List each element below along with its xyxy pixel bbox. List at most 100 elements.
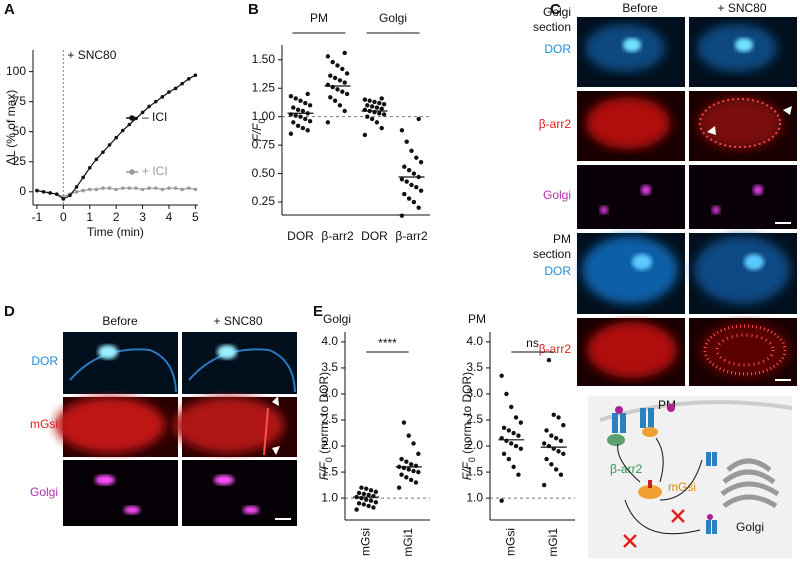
y-axis-label-sub: 0 <box>324 457 334 462</box>
y-tick-label: 0.50 <box>252 166 276 180</box>
data-point <box>509 404 514 410</box>
data-point <box>288 94 294 99</box>
y-axis-label-part: (norm. to DOR) <box>460 372 474 457</box>
y-tick-label: 2.5 <box>321 412 338 426</box>
column-header: + SNC80 <box>717 1 766 15</box>
x-tick-label: mGsi <box>358 528 372 556</box>
y-axis-label-part: F/F <box>250 123 264 142</box>
data-point <box>344 91 350 97</box>
x-tick-label: 0 <box>60 210 67 224</box>
y-axis-label-sub: 0 <box>467 457 477 462</box>
legend-swatch <box>129 169 135 175</box>
data-point <box>94 157 99 162</box>
data-point <box>303 100 308 106</box>
data-point <box>127 122 132 127</box>
section-label: Golgi <box>543 5 571 19</box>
data-point <box>399 128 405 133</box>
data-point <box>160 187 165 192</box>
y-tick-label: 3.5 <box>466 360 483 374</box>
data-point <box>556 415 561 420</box>
data-point <box>362 132 368 138</box>
column-header: Before <box>102 314 138 328</box>
data-point <box>307 103 313 108</box>
data-point <box>193 73 198 78</box>
data-point <box>369 104 375 109</box>
x-tick-label: β-arr2 <box>321 229 354 243</box>
data-point <box>414 185 419 190</box>
y-axis-label: F/F0 (norm. to DOR) <box>317 372 334 480</box>
y-tick-label: 4.0 <box>466 334 483 348</box>
data-point <box>362 97 368 102</box>
data-point <box>402 164 407 169</box>
data-point <box>404 475 409 480</box>
y-tick-label: 100 <box>6 64 26 78</box>
data-point <box>409 182 414 188</box>
data-point <box>359 485 364 490</box>
data-point <box>379 96 384 101</box>
data-point <box>354 507 359 512</box>
data-point <box>300 125 306 131</box>
data-point <box>379 125 384 131</box>
data-point <box>74 189 79 194</box>
data-point <box>368 488 374 493</box>
chart-title: Golgi <box>323 312 351 326</box>
data-point <box>408 477 414 483</box>
x-tick-label: β-arr2 <box>395 229 428 243</box>
legend-swatch <box>129 115 135 121</box>
data-point <box>81 175 85 180</box>
data-point <box>364 486 369 491</box>
row-label: Golgi <box>543 188 571 202</box>
data-point <box>180 81 184 86</box>
row-label: DOR <box>31 354 58 368</box>
data-point <box>342 108 347 114</box>
y-tick-label: 1.25 <box>252 80 276 94</box>
data-point <box>288 131 294 136</box>
data-point <box>511 430 516 436</box>
column-header: + SNC80 <box>213 314 262 328</box>
y-tick-label: 1.0 <box>321 490 338 504</box>
data-point <box>414 155 419 160</box>
data-point <box>399 213 405 218</box>
x-tick-label: DOR <box>287 229 314 243</box>
data-point <box>361 491 367 497</box>
x-tick-label: 1 <box>86 210 93 224</box>
data-point <box>340 89 345 94</box>
y-axis-label-part: F/F <box>460 462 474 481</box>
row-label: DOR <box>544 42 571 56</box>
y-tick-label: 1.5 <box>321 464 338 478</box>
data-point <box>516 433 521 438</box>
data-point <box>298 98 303 103</box>
y-tick-label: 1.00 <box>252 109 276 123</box>
data-point <box>328 73 333 78</box>
data-point <box>328 95 333 100</box>
data-point <box>416 469 421 475</box>
section-label: section <box>533 20 571 34</box>
y-axis-label: F/F0 <box>250 118 267 141</box>
data-point <box>546 357 552 363</box>
significance-label: **** <box>378 336 397 350</box>
y-tick-label: 0.25 <box>252 194 276 208</box>
data-point <box>332 75 338 81</box>
group-label: Golgi <box>379 11 407 25</box>
data-point <box>408 462 414 467</box>
y-axis-label-part: (norm. to DOR) <box>317 372 331 457</box>
data-point <box>101 150 105 154</box>
data-point <box>416 451 421 457</box>
annotation: + SNC80 <box>67 48 116 62</box>
data-point <box>48 191 52 195</box>
data-point <box>518 446 524 451</box>
data-point <box>344 71 350 76</box>
data-point <box>300 108 306 114</box>
data-point <box>305 91 310 97</box>
data-point <box>499 498 504 503</box>
data-point <box>295 123 301 128</box>
group-label: PM <box>310 11 328 25</box>
data-point <box>406 467 411 472</box>
data-point <box>342 80 347 85</box>
data-point <box>303 116 308 122</box>
data-point <box>371 505 376 510</box>
section-label: section <box>533 247 571 261</box>
x-tick-label: 4 <box>166 210 173 224</box>
significance-label: ns <box>526 336 539 350</box>
data-point <box>549 462 554 467</box>
